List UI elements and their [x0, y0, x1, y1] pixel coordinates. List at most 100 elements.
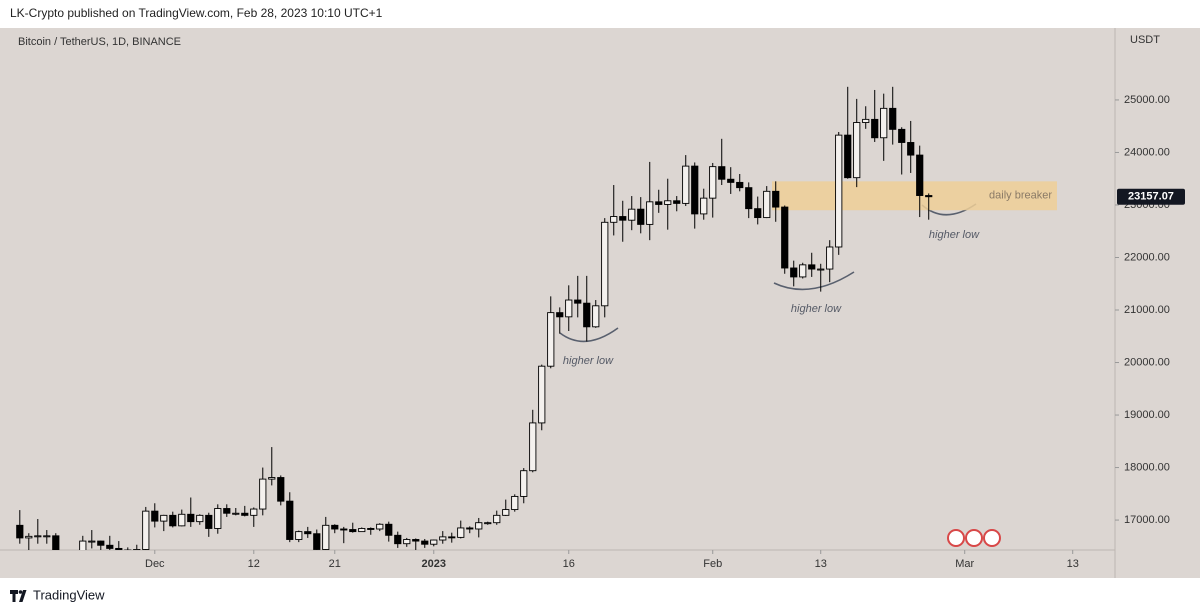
arc [773, 271, 855, 291]
candle-body [79, 540, 87, 550]
candle-body [25, 535, 33, 539]
candle-body [223, 508, 231, 514]
candle-body [169, 514, 177, 527]
candle-body [241, 512, 249, 516]
candle-body [691, 165, 699, 215]
candle-body [412, 539, 420, 542]
footer-logo [10, 590, 27, 602]
candle-body [547, 312, 555, 367]
candle-body [277, 477, 285, 502]
candle-body [772, 190, 780, 208]
candle-body [574, 299, 582, 304]
chart-title: Bitcoin / TetherUS, 1D, BINANCE [18, 36, 181, 48]
x-tick-label: 21 [329, 558, 341, 570]
candle-body [529, 422, 537, 472]
candle-body [790, 267, 798, 278]
candle-body [673, 200, 681, 204]
candle-body [493, 514, 501, 524]
candle-body [376, 523, 384, 530]
candle-body [718, 166, 726, 180]
candle-body [232, 512, 240, 515]
y-axis-label: USDT [1130, 34, 1160, 46]
candle-body [421, 540, 429, 545]
candle-body [871, 118, 879, 139]
candle-body [475, 522, 483, 530]
candle-body [466, 527, 474, 530]
candle-body [637, 208, 645, 225]
candle-body [745, 187, 753, 210]
last-price-box [1117, 188, 1185, 205]
zone-label: daily breaker [989, 190, 1052, 202]
candle-body [250, 508, 258, 516]
x-tick-label: 12 [248, 558, 260, 570]
candle-body [160, 514, 168, 522]
candle-body [295, 531, 303, 540]
candle-body [286, 500, 294, 540]
candle-body [151, 510, 159, 522]
y-tick-label: 25000.00 [1124, 94, 1170, 106]
candle-body [583, 302, 591, 328]
candle-body [88, 540, 96, 543]
candle-body [358, 528, 366, 533]
candle-body [43, 535, 51, 538]
candle-body [610, 216, 618, 223]
x-tick-label: 13 [815, 558, 827, 570]
candle-body [799, 264, 807, 278]
candle-body [736, 181, 744, 189]
x-tick-label: Mar [955, 558, 974, 570]
candle-body [268, 477, 276, 480]
candle-body [367, 528, 375, 530]
candle-body [178, 513, 186, 527]
candle-body [889, 107, 897, 130]
candle-body [394, 534, 402, 545]
candle-body [844, 134, 852, 179]
candle-body [484, 522, 492, 525]
candle-body [700, 197, 708, 215]
candle-body [880, 107, 888, 139]
candle-body [259, 478, 267, 510]
candle-body [385, 523, 393, 536]
candle-body [52, 535, 60, 550]
annotation: higher low [929, 229, 980, 241]
candle-body [142, 510, 150, 550]
candle-body [826, 246, 834, 270]
candle-body [817, 268, 825, 271]
candle-body [808, 264, 816, 270]
y-tick-label: 17000.00 [1124, 514, 1170, 526]
candle-body [664, 200, 672, 205]
y-tick-label: 20000.00 [1124, 356, 1170, 368]
candle-body [133, 549, 141, 550]
candle-body [781, 206, 789, 269]
candle-body [565, 299, 573, 318]
candle-body [457, 527, 465, 538]
candle-body [556, 312, 564, 318]
y-tick-label: 22000.00 [1124, 251, 1170, 263]
candle-body [898, 128, 906, 143]
event-icons [947, 529, 1001, 547]
chart-background [0, 28, 1200, 578]
x-tick-label: Feb [703, 558, 722, 570]
candle-body [763, 190, 771, 219]
x-tick-label: 16 [563, 558, 575, 570]
candle-body [727, 178, 735, 183]
candle-body [601, 221, 609, 307]
candle-body [349, 529, 357, 533]
candle-body [592, 305, 600, 328]
candle-body [709, 166, 717, 199]
candle-body [520, 470, 528, 497]
candle-body [853, 122, 861, 179]
last-price-label: 23157.07 [1128, 191, 1174, 203]
candle-body [925, 195, 933, 198]
candle-body [205, 514, 213, 529]
candle-body [511, 495, 519, 511]
candle-body [304, 531, 312, 535]
candle-body [655, 201, 663, 205]
annotation: higher low [791, 303, 842, 315]
plot-area: daily breaker higher low higher low higher … [16, 86, 1057, 550]
candle-body [628, 208, 636, 221]
candle-body [916, 154, 924, 196]
candle-body [907, 142, 915, 156]
candle-body [313, 533, 321, 550]
